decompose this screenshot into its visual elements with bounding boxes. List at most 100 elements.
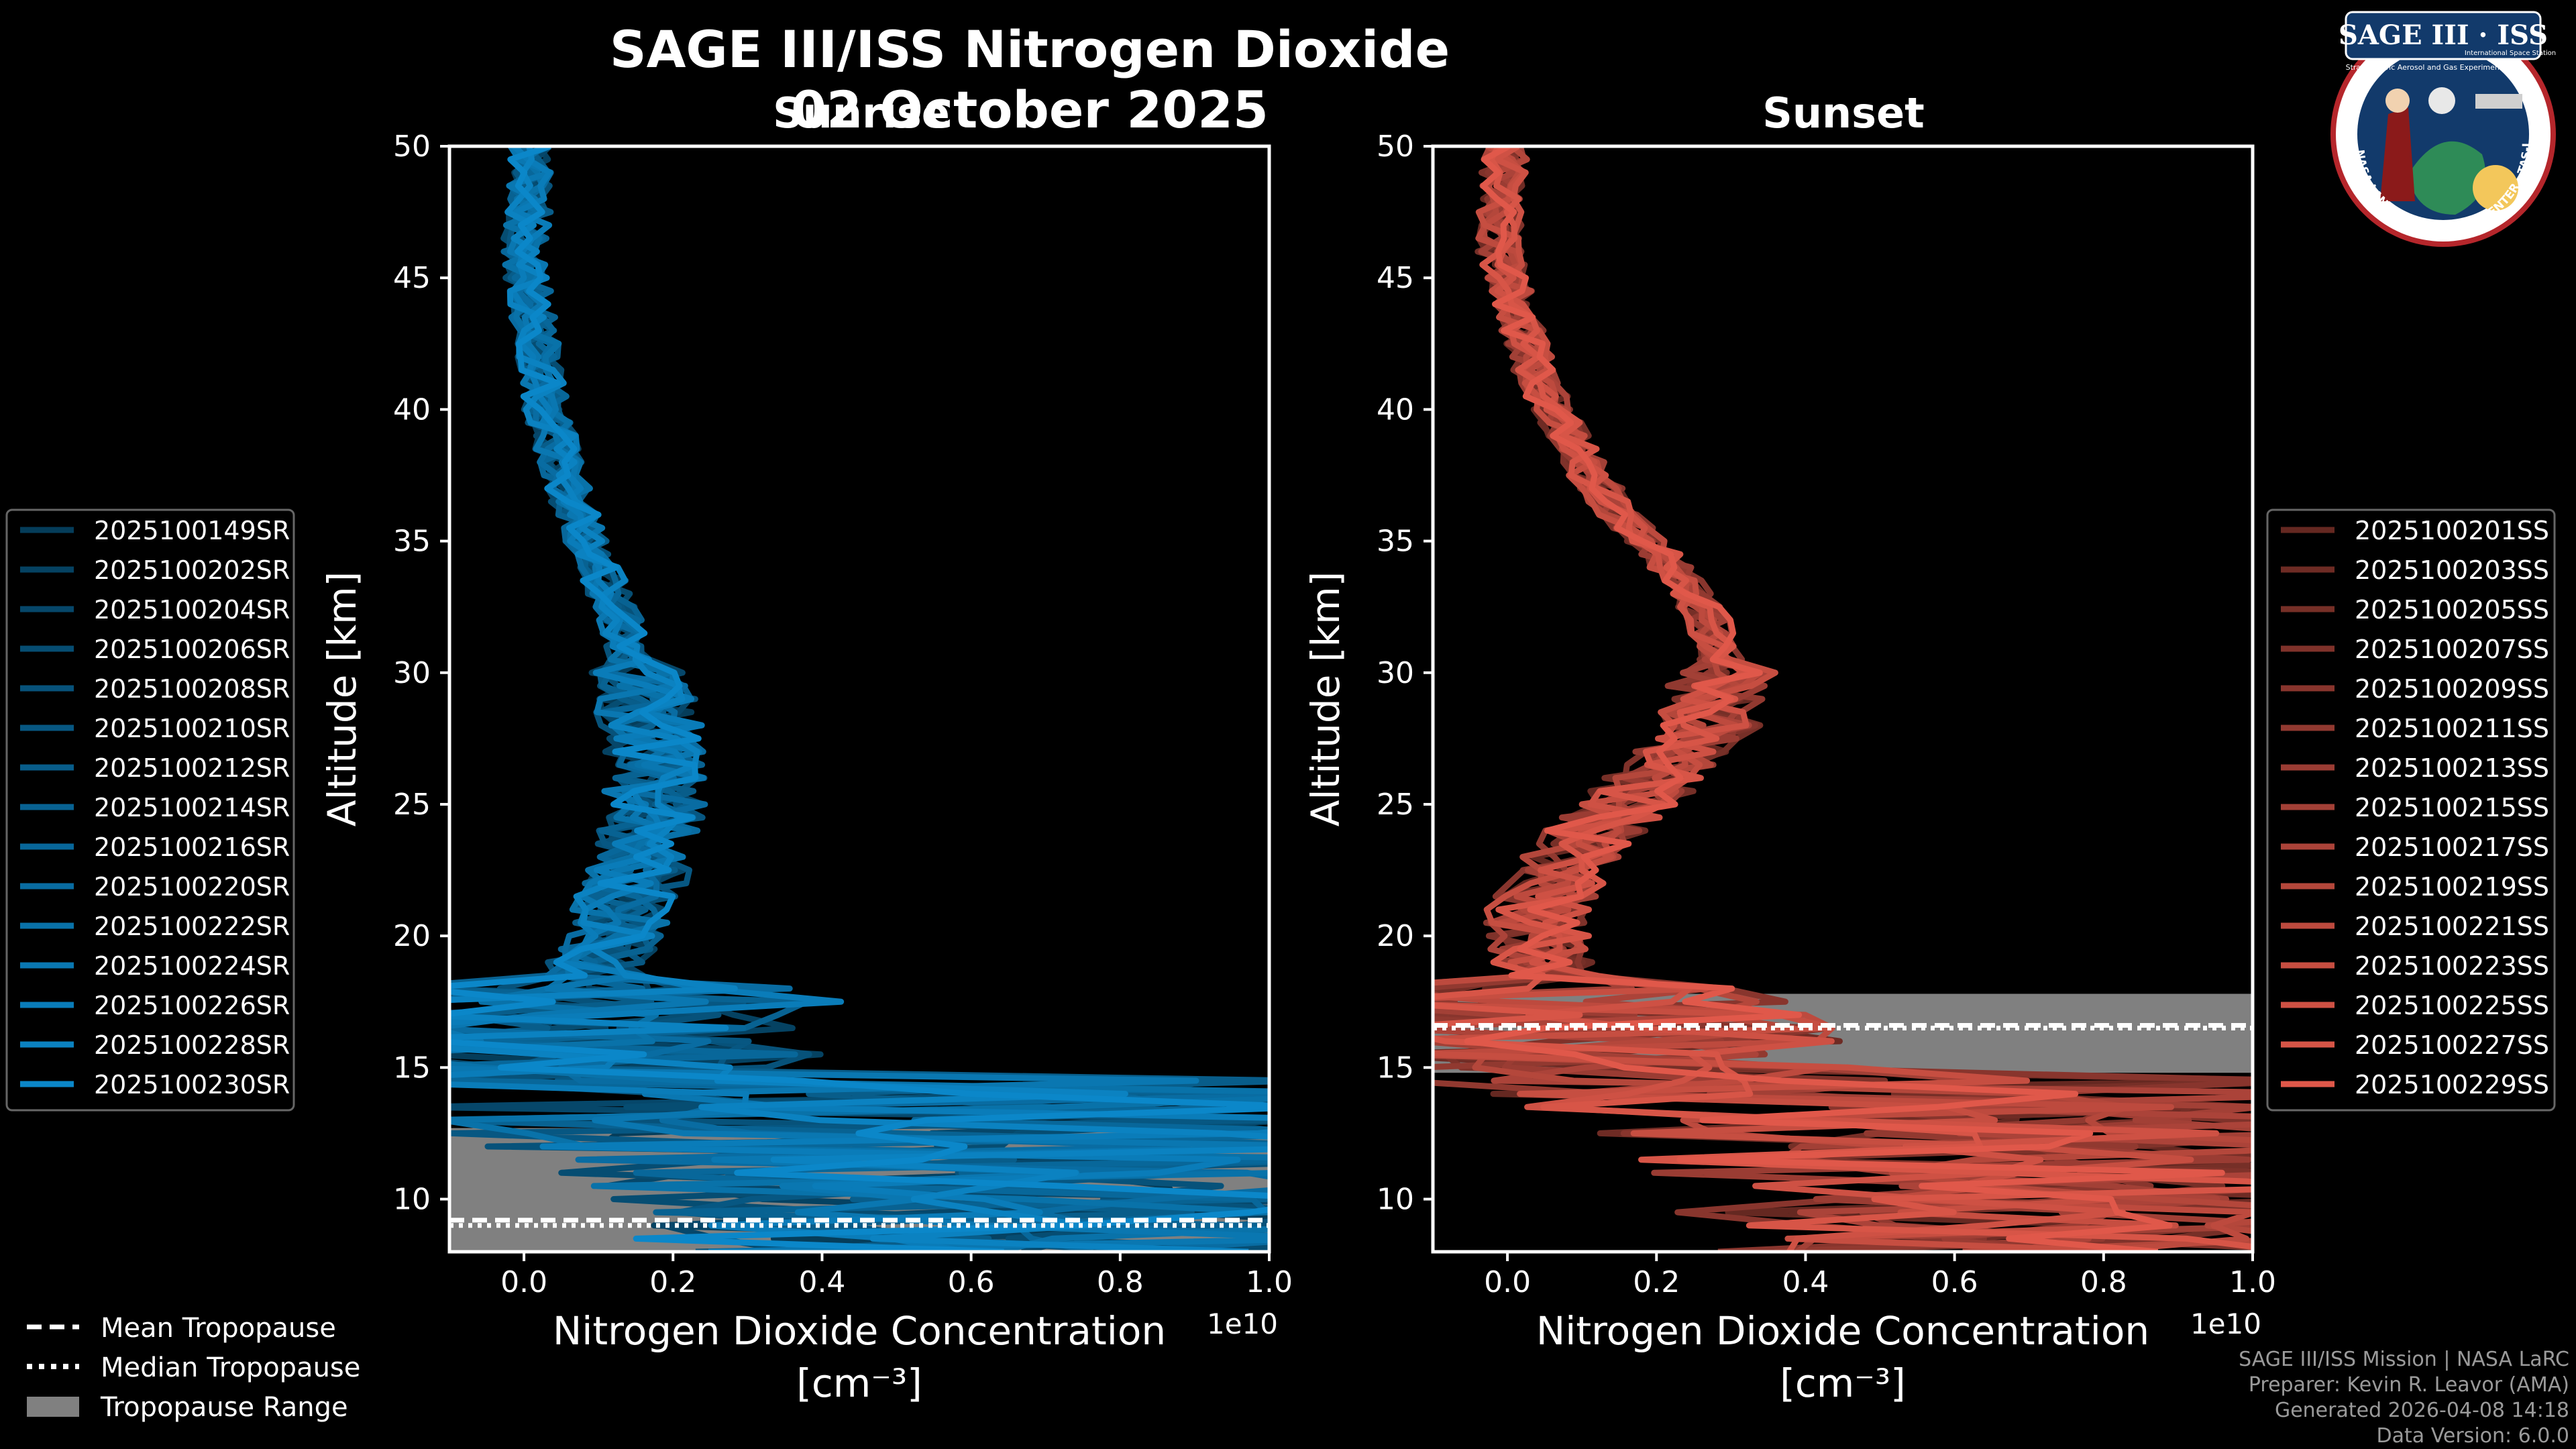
x-tick-label: 0.6 bbox=[1931, 1265, 1978, 1299]
legend-label-2025100207SS: 2025100207SS bbox=[2355, 635, 2549, 664]
plot-frame bbox=[1431, 144, 2255, 1254]
y-tick-label: 15 bbox=[1377, 1051, 1414, 1085]
sunrise-panel: 0.0 0.2 0.4 0.6 0.8 1.0 10 15 20 25 30 35 40 45 50 1e10… bbox=[319, 129, 1293, 1406]
logo-subtitle-iss: International Space Station bbox=[2465, 50, 2556, 57]
x-tick-label: 1.0 bbox=[1246, 1265, 1293, 1299]
x-axis-label: Nitrogen Dioxide Concentration bbox=[1536, 1308, 2149, 1354]
footer-generated: Generated 2026-04-08 14:18 bbox=[2275, 1399, 2569, 1422]
legend-label-2025100216SR: 2025100216SR bbox=[94, 833, 290, 862]
logo-figure-head bbox=[2385, 89, 2410, 113]
legend-label-2025100225SS: 2025100225SS bbox=[2355, 991, 2549, 1020]
chart-date: 02 October 2025 bbox=[791, 80, 1269, 140]
legend-label-2025100219SS: 2025100219SS bbox=[2355, 872, 2549, 902]
mean-tropopause-label: Mean Tropopause bbox=[101, 1313, 336, 1344]
logo-sun bbox=[2473, 165, 2518, 211]
y-tick-label: 45 bbox=[393, 261, 431, 295]
y-tick-label: 25 bbox=[393, 788, 431, 822]
tropopause-range-label: Tropopause Range bbox=[100, 1392, 348, 1423]
logo-moon bbox=[2428, 87, 2455, 114]
legend-label-2025100211SS: 2025100211SS bbox=[2355, 714, 2549, 743]
legend-label-2025100228SR: 2025100228SR bbox=[94, 1030, 290, 1060]
x-tick-label: 0.0 bbox=[500, 1265, 547, 1299]
tropopause-range-swatch bbox=[27, 1397, 79, 1417]
legend-label-2025100208SR: 2025100208SR bbox=[94, 674, 290, 704]
chart-title: SAGE III/ISS Nitrogen Dioxide bbox=[610, 19, 1450, 79]
x-scale-label: 1e10 bbox=[2190, 1307, 2261, 1340]
y-tick-label: 25 bbox=[1377, 788, 1414, 822]
legend-label-2025100226SR: 2025100226SR bbox=[94, 991, 290, 1020]
legend-label-2025100204SR: 2025100204SR bbox=[94, 595, 290, 625]
series-line-2025100228SR bbox=[449, 146, 1269, 1252]
sunset-panel-title: Sunset bbox=[1762, 89, 1925, 138]
x-axis-unit: [cm⁻³] bbox=[1780, 1360, 1906, 1406]
y-tick-label: 20 bbox=[1377, 919, 1414, 953]
sunrise-legend-frame bbox=[5, 508, 295, 1112]
x-axis-label: Nitrogen Dioxide Concentration bbox=[553, 1308, 1166, 1354]
x-tick-label: 0.8 bbox=[1097, 1265, 1144, 1299]
x-tick-label: 0.8 bbox=[2080, 1265, 2127, 1299]
legend-label-2025100222SR: 2025100222SR bbox=[94, 912, 290, 941]
x-tick-label: 0.6 bbox=[948, 1265, 995, 1299]
legend-label-2025100230SR: 2025100230SR bbox=[94, 1070, 290, 1099]
logo-subtitle: Stratospheric Aerosol and Gas Experiment… bbox=[2346, 63, 2512, 72]
sunrise-panel-title: Sunrise bbox=[773, 89, 950, 138]
legend-label-2025100220SR: 2025100220SR bbox=[94, 872, 290, 902]
series-line-2025100229SS bbox=[1464, 146, 2225, 1252]
sunset-legend-frame bbox=[2266, 508, 2556, 1112]
y-axis-label: Altitude [km] bbox=[1303, 572, 1348, 826]
y-tick-label: 45 bbox=[1377, 261, 1414, 295]
y-axis-label: Altitude [km] bbox=[319, 572, 365, 826]
y-tick-label: 30 bbox=[1377, 656, 1414, 690]
series-line-2025100230SR bbox=[449, 146, 1269, 1252]
x-tick-label: 0.4 bbox=[798, 1265, 845, 1299]
legend-label-2025100149SR: 2025100149SR bbox=[94, 516, 290, 545]
footer-mission: SAGE III/ISS Mission | NASA LaRC bbox=[2239, 1348, 2569, 1371]
sunset-legend: 2025100201SS 2025100203SS 2025100205SS 2025… bbox=[2266, 508, 2556, 1112]
footer-credits: SAGE III/ISS Mission | NASA LaRC Prepare… bbox=[2239, 1348, 2569, 1448]
x-tick-label: 0.2 bbox=[649, 1265, 696, 1299]
legend-label-2025100205SS: 2025100205SS bbox=[2355, 595, 2549, 625]
y-tick-label: 15 bbox=[393, 1051, 431, 1085]
legend-label-2025100227SS: 2025100227SS bbox=[2355, 1030, 2549, 1060]
footer-version: Data Version: 6.0.0 bbox=[2377, 1424, 2569, 1448]
y-tick-label: 10 bbox=[393, 1183, 431, 1217]
x-axis-unit: [cm⁻³] bbox=[796, 1360, 922, 1406]
plot-frame bbox=[447, 144, 1271, 1254]
y-tick-label: 35 bbox=[393, 525, 431, 559]
legend-label-2025100210SR: 2025100210SR bbox=[94, 714, 290, 743]
logo-title: SAGE III · ISS bbox=[2339, 19, 2548, 51]
legend-label-2025100202SR: 2025100202SR bbox=[94, 555, 290, 585]
legend-label-2025100209SS: 2025100209SS bbox=[2355, 674, 2549, 704]
median-tropopause-label: Median Tropopause bbox=[101, 1352, 360, 1383]
tropopause-legend: Mean Tropopause Median Tropopause Tropop… bbox=[27, 1313, 360, 1423]
legend-label-2025100214SR: 2025100214SR bbox=[94, 793, 290, 822]
logo-title-banner bbox=[2345, 11, 2542, 60]
legend-label-2025100217SS: 2025100217SS bbox=[2355, 833, 2549, 862]
y-tick-label: 40 bbox=[393, 392, 431, 427]
series-line-2025100227SS bbox=[1433, 146, 2253, 1250]
x-tick-label: 0.0 bbox=[1484, 1265, 1531, 1299]
legend-label-2025100229SS: 2025100229SS bbox=[2355, 1070, 2549, 1099]
sunset-panel: 0.0 0.2 0.4 0.6 0.8 1.0 10 15 20 25 30 35 40 45 50 1e10… bbox=[1303, 129, 2276, 1406]
x-tick-label: 1.0 bbox=[2229, 1265, 2276, 1299]
legend-label-2025100215SS: 2025100215SS bbox=[2355, 793, 2549, 822]
legend-label-2025100223SS: 2025100223SS bbox=[2355, 951, 2549, 981]
y-tick-label: 20 bbox=[393, 919, 431, 953]
footer-preparer: Preparer: Kevin R. Leavor (AMA) bbox=[2249, 1373, 2569, 1397]
legend-label-2025100206SR: 2025100206SR bbox=[94, 635, 290, 664]
x-tick-label: 0.4 bbox=[1782, 1265, 1829, 1299]
legend-label-2025100212SR: 2025100212SR bbox=[94, 753, 290, 783]
legend-label-2025100201SS: 2025100201SS bbox=[2355, 516, 2549, 545]
y-tick-label: 30 bbox=[393, 656, 431, 690]
legend-label-2025100213SS: 2025100213SS bbox=[2355, 753, 2549, 783]
y-tick-label: 50 bbox=[393, 129, 431, 164]
y-tick-label: 50 bbox=[1377, 129, 1414, 164]
x-tick-label: 0.2 bbox=[1633, 1265, 1680, 1299]
y-tick-label: 40 bbox=[1377, 392, 1414, 427]
y-tick-label: 10 bbox=[1377, 1183, 1414, 1217]
y-tick-label: 35 bbox=[1377, 525, 1414, 559]
legend-label-2025100221SS: 2025100221SS bbox=[2355, 912, 2549, 941]
sunrise-legend: 2025100149SR 2025100202SR 2025100204SR 2025… bbox=[5, 508, 295, 1112]
logo-figure-robe bbox=[2380, 107, 2415, 201]
